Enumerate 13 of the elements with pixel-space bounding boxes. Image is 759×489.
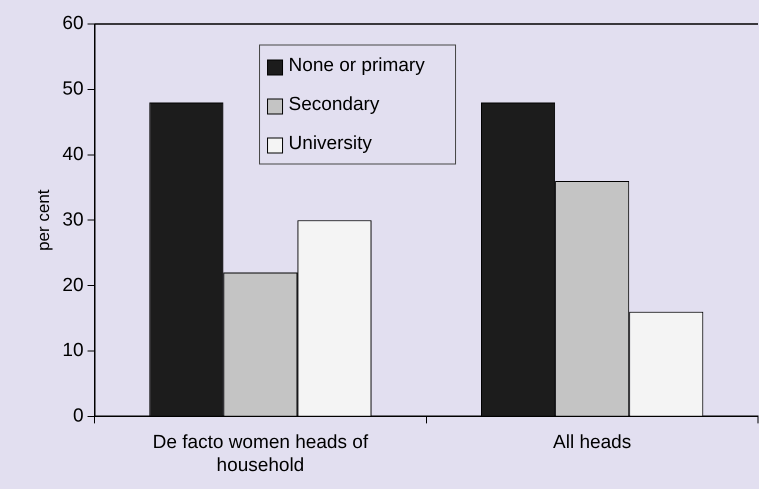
y-tick-label: 30 bbox=[62, 209, 84, 230]
legend-label: None or primary bbox=[288, 55, 426, 76]
y-axis-title: per cent bbox=[34, 189, 53, 251]
x-tick-label: All heads bbox=[553, 432, 632, 454]
y-tick-label: 50 bbox=[62, 78, 84, 100]
y-tick-label: 0 bbox=[72, 406, 84, 427]
legend-label: University bbox=[288, 133, 372, 154]
y-tick-label: 20 bbox=[62, 274, 84, 296]
legend-label: Secondary bbox=[288, 94, 380, 116]
y-tick-label: 60 bbox=[62, 13, 84, 34]
x-tick-label: De facto women heads of household bbox=[152, 432, 369, 476]
y-tick-label: 10 bbox=[62, 340, 84, 362]
y-tick-label: 40 bbox=[62, 144, 84, 166]
